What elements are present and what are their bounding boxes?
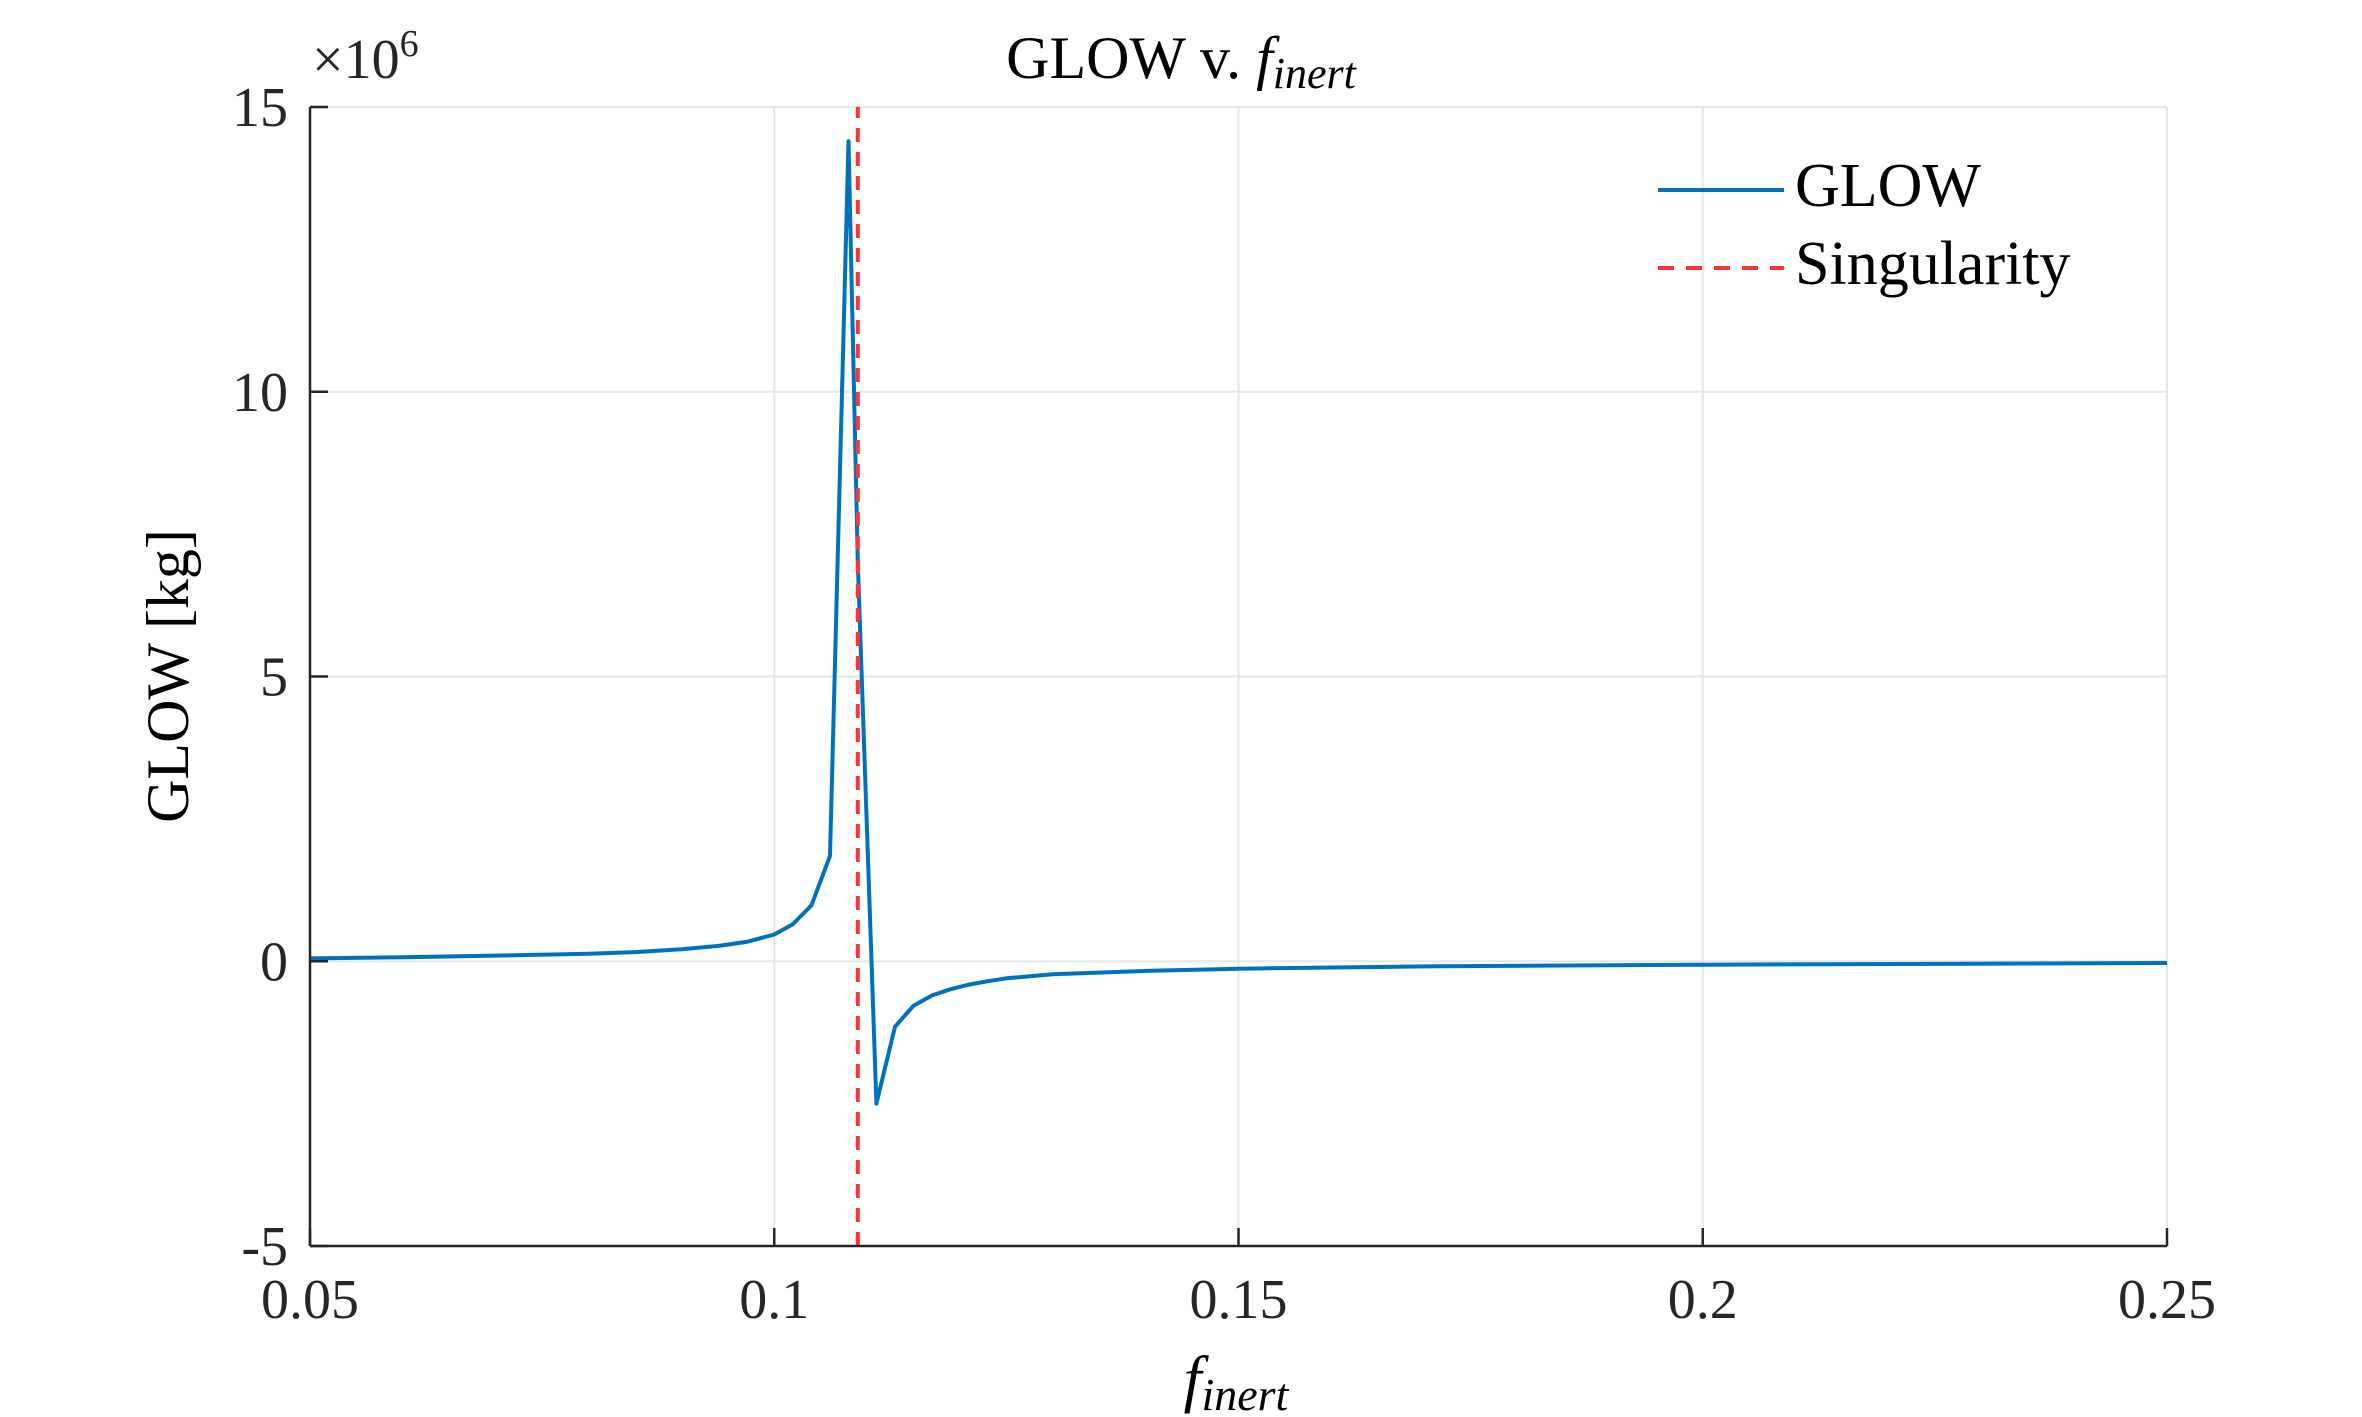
y-exponent-label: ×106 [312,23,419,91]
legend-label-singularity: Singularity [1795,230,2071,298]
x-tick-label-3: 0.2 [1668,1269,1738,1331]
x-tick-label-1: 0.1 [739,1269,809,1331]
y-tick-label-0: -5 [241,1216,288,1278]
x-axis-title: finert [1184,1343,1290,1417]
legend: GLOW Singularity [1658,152,2071,298]
x-tick-label-2: 0.15 [1190,1269,1288,1331]
y-tick-label-4: 15 [232,77,288,139]
ticks-layer: 0.05 0.1 0.15 0.2 0.25 -5 0 5 10 15 [232,77,2216,1331]
series-layer [309,107,2168,1246]
x-tick-label-0: 0.05 [261,1269,359,1331]
y-axis-title: GLOW [kg] [135,529,201,823]
chart-title: GLOW v. finert [1006,25,1358,98]
y-tick-label-3: 10 [232,362,288,424]
y-tick-label-1: 0 [260,931,288,993]
legend-label-glow: GLOW [1795,152,1981,220]
y-tick-label-2: 5 [260,647,288,709]
x-tick-label-4: 0.25 [2118,1269,2216,1331]
series-line-glow [309,139,2168,1106]
